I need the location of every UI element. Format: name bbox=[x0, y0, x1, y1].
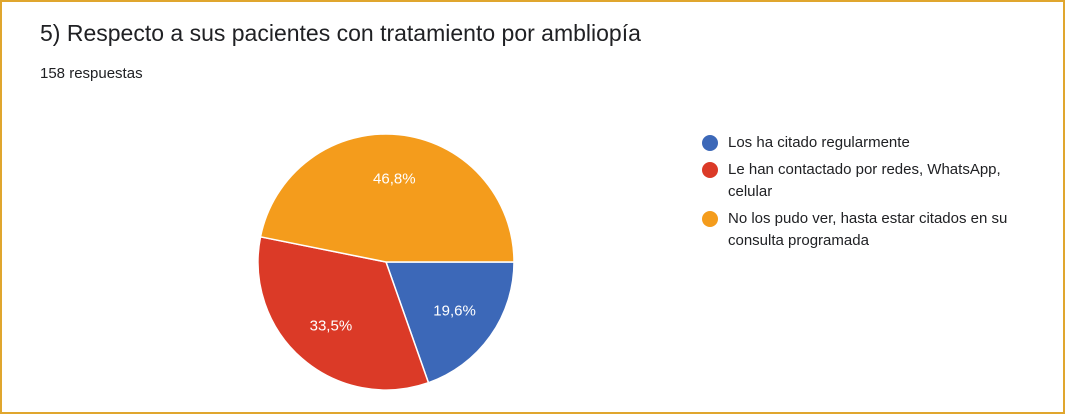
chart-title: 5) Respecto a sus pacientes con tratamie… bbox=[40, 20, 641, 46]
pie-slice-label: 33,5% bbox=[310, 317, 353, 334]
legend-item-contactado[interactable]: Le han contactado por redes, WhatsApp, c… bbox=[702, 159, 1042, 203]
pie-slice-label: 19,6% bbox=[433, 303, 476, 320]
legend-dot-blue bbox=[702, 135, 718, 151]
legend-label: Los ha citado regularmente bbox=[728, 134, 910, 151]
chart-legend: Los ha citado regularmente Le han contac… bbox=[702, 132, 1042, 257]
legend-item-no-pudo-ver[interactable]: No los pudo ver, hasta estar citados en … bbox=[702, 208, 1042, 252]
legend-label: No los pudo ver, hasta estar citados en … bbox=[728, 210, 1008, 249]
legend-label: Le han contactado por redes, WhatsApp, c… bbox=[728, 161, 1001, 200]
pie-slice-contactado[interactable] bbox=[257, 235, 430, 391]
pie-slice-no-pudo-ver[interactable] bbox=[259, 133, 515, 263]
legend-dot-red bbox=[702, 162, 718, 178]
legend-item-citado[interactable]: Los ha citado regularmente bbox=[702, 132, 1042, 154]
legend-dot-orange bbox=[702, 211, 718, 227]
response-count: 158 respuestas bbox=[40, 65, 143, 82]
pie-slice-label: 46,8% bbox=[373, 170, 416, 187]
